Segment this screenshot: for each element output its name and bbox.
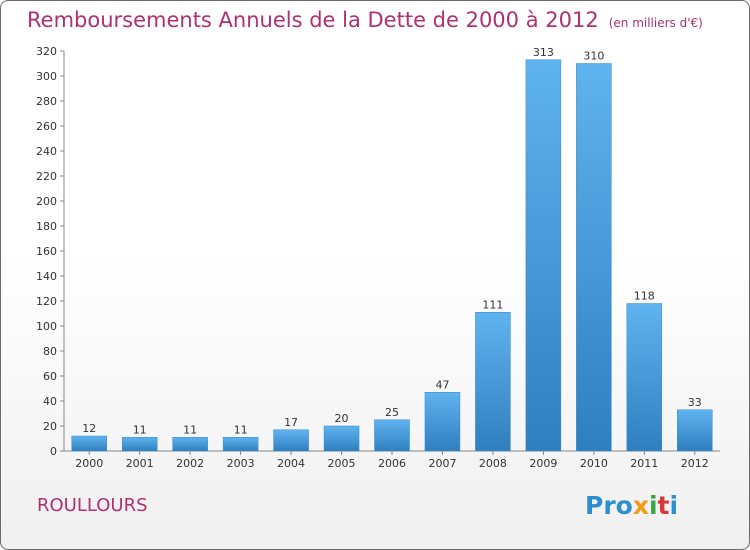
bar-value-label: 33 — [688, 396, 702, 409]
logo-part-1: Pro — [585, 491, 633, 520]
bar — [677, 409, 713, 452]
bar-value-label: 17 — [284, 416, 298, 429]
x-tick-label: 2009 — [529, 457, 557, 470]
proxiti-logo: Proxiti — [585, 491, 678, 520]
bar — [374, 419, 410, 452]
bar — [121, 437, 158, 452]
bar — [222, 437, 259, 452]
y-tick-label: 60 — [43, 370, 57, 383]
y-tick-label: 300 — [36, 70, 57, 83]
bar-value-label: 111 — [482, 298, 503, 311]
bar — [323, 425, 360, 452]
bar — [525, 59, 562, 452]
y-tick-label: 80 — [43, 345, 57, 358]
chart-title-text: Remboursements Annuels de la Dette de 20… — [27, 8, 599, 32]
y-tick-label: 0 — [50, 445, 57, 458]
logo-part-3: i — [648, 491, 658, 520]
bar — [475, 312, 511, 452]
bar-chart: 0204060801001201401601802002202402602803… — [36, 45, 720, 470]
y-tick-label: 240 — [36, 145, 57, 158]
y-tick-label: 120 — [36, 295, 57, 308]
x-tick-label: 2010 — [580, 457, 608, 470]
bar-value-label: 310 — [583, 50, 604, 63]
y-tick-label: 100 — [36, 320, 57, 333]
x-tick-label: 2000 — [75, 457, 103, 470]
y-tick-label: 200 — [36, 195, 57, 208]
x-tick-label: 2011 — [630, 457, 658, 470]
x-tick-label: 2008 — [479, 457, 507, 470]
bar-value-label: 25 — [385, 406, 399, 419]
x-tick-label: 2005 — [328, 457, 356, 470]
bar-value-label: 47 — [435, 378, 449, 391]
chart-unit: (en milliers d'€) — [608, 16, 703, 30]
y-tick-label: 280 — [36, 95, 57, 108]
bar — [273, 429, 309, 452]
chart-title: Remboursements Annuels de la Dette de 20… — [27, 8, 703, 32]
y-tick-label: 260 — [36, 120, 57, 133]
y-tick-label: 160 — [36, 245, 57, 258]
x-tick-label: 2006 — [378, 457, 406, 470]
bar — [424, 392, 461, 452]
bar-value-label: 118 — [634, 290, 655, 303]
x-tick-label: 2001 — [126, 457, 154, 470]
y-tick-label: 140 — [36, 270, 57, 283]
bar-value-label: 12 — [82, 422, 96, 435]
logo-part-4: t — [657, 491, 670, 520]
bar-value-label: 11 — [234, 423, 248, 436]
bar-value-label: 11 — [183, 423, 197, 436]
bar-value-label: 20 — [335, 412, 349, 425]
y-tick-label: 180 — [36, 220, 57, 233]
bar — [172, 437, 208, 452]
bar — [626, 303, 663, 452]
y-tick-label: 40 — [43, 395, 57, 408]
x-tick-label: 2004 — [277, 457, 305, 470]
x-tick-label: 2012 — [681, 457, 709, 470]
logo-part-5: i — [669, 491, 679, 520]
bar — [71, 435, 107, 452]
x-tick-label: 2002 — [176, 457, 204, 470]
logo-part-2: x — [632, 491, 649, 520]
y-tick-label: 220 — [36, 170, 57, 183]
x-tick-label: 2003 — [227, 457, 255, 470]
bar — [576, 63, 612, 452]
y-tick-label: 320 — [36, 45, 57, 58]
x-tick-label: 2007 — [428, 457, 456, 470]
y-tick-label: 20 — [43, 420, 57, 433]
bar-value-label: 313 — [533, 46, 554, 59]
commune-name: ROULLOURS — [37, 495, 148, 516]
bar-value-label: 11 — [133, 423, 147, 436]
